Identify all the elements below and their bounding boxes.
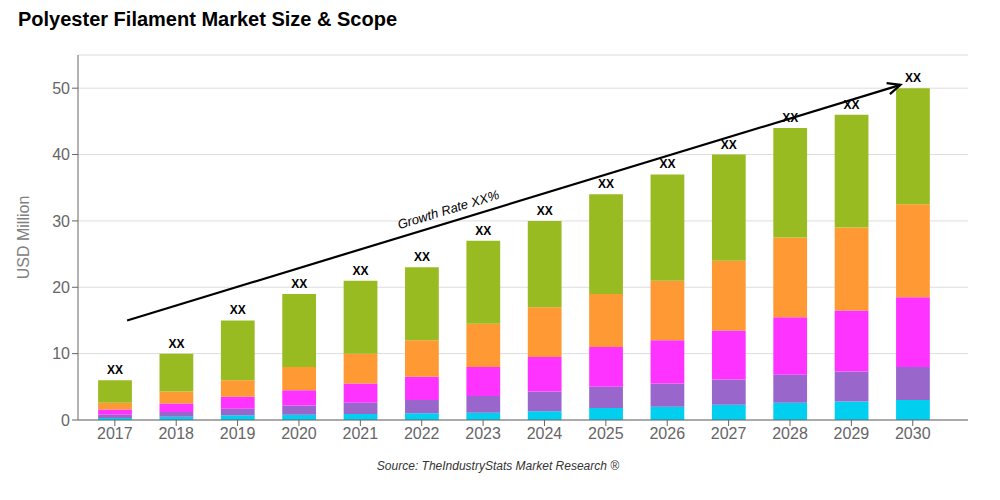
svg-text:XX: XX (168, 337, 184, 351)
svg-text:2029: 2029 (834, 425, 870, 442)
svg-text:2021: 2021 (343, 425, 379, 442)
svg-text:XX: XX (659, 157, 675, 171)
svg-text:Growth Rate XX%: Growth Rate XX% (395, 187, 501, 233)
svg-text:2018: 2018 (158, 425, 194, 442)
svg-text:XX: XX (537, 204, 553, 218)
svg-text:2025: 2025 (588, 425, 624, 442)
svg-text:2017: 2017 (97, 425, 133, 442)
svg-text:XX: XX (230, 303, 246, 317)
svg-text:USD Million: USD Million (15, 196, 32, 280)
svg-text:10: 10 (52, 345, 70, 362)
svg-text:30: 30 (52, 213, 70, 230)
svg-text:2026: 2026 (649, 425, 685, 442)
svg-text:2027: 2027 (711, 425, 747, 442)
svg-text:XX: XX (844, 98, 860, 112)
svg-text:50: 50 (52, 80, 70, 97)
svg-text:2024: 2024 (527, 425, 563, 442)
html-text:Source: TheIndustryStats Marke: Source: TheIndustryStats Market Research… (376, 459, 620, 473)
svg-text:XX: XX (721, 138, 737, 152)
svg-text:2030: 2030 (895, 425, 931, 442)
svg-text:XX: XX (291, 277, 307, 291)
svg-text:XX: XX (598, 177, 614, 191)
svg-text:XX: XX (782, 111, 798, 125)
svg-text:2022: 2022 (404, 425, 440, 442)
svg-text:0: 0 (61, 412, 70, 429)
svg-text:XX: XX (353, 264, 369, 278)
svg-text:2019: 2019 (220, 425, 256, 442)
svg-text:XX: XX (107, 363, 123, 377)
svg-text:2023: 2023 (465, 425, 501, 442)
svg-text:2028: 2028 (772, 425, 808, 442)
svg-text:XX: XX (414, 250, 430, 264)
svg-text:2020: 2020 (281, 425, 317, 442)
svg-text:XX: XX (905, 71, 921, 85)
svg-text:20: 20 (52, 279, 70, 296)
html-text:Polyester Filament Market Size: Polyester Filament Market Size & Scope (18, 8, 397, 30)
svg-text:40: 40 (52, 146, 70, 163)
svg-text:XX: XX (475, 224, 491, 238)
